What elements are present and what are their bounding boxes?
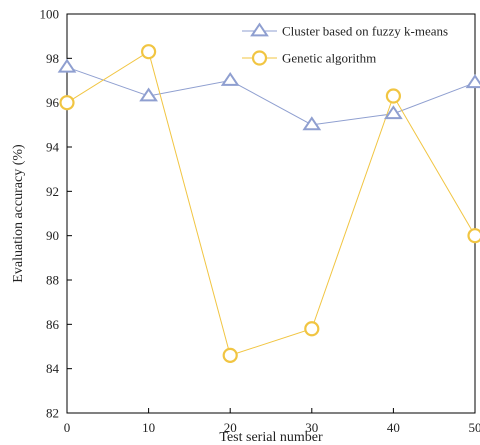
series-line-fuzzy-kmeans (66, 66, 476, 126)
data-point-fuzzy-kmeans (57, 58, 77, 73)
data-point-fuzzy-kmeans (139, 87, 158, 102)
data-point-fuzzy-kmeans (302, 116, 322, 131)
y-axis-label: Evaluation accuracy (%) (11, 144, 26, 283)
x-tick-label: 30 (305, 420, 318, 435)
data-point-genetic-algorithm (141, 44, 157, 60)
series-lines (66, 50, 476, 357)
y-tick-label: 84 (46, 361, 60, 376)
legend-marker-fuzzy-kmeans (250, 22, 269, 37)
y-tick-label: 98 (46, 51, 59, 66)
x-tick-label: 40 (387, 420, 400, 435)
x-tick-label: 50 (469, 420, 480, 435)
y-tick-label: 88 (46, 273, 59, 288)
data-point-fuzzy-kmeans (220, 71, 240, 86)
data-point-genetic-algorithm (304, 321, 320, 337)
data-point-genetic-algorithm (385, 88, 401, 104)
legend-marker-genetic-algorithm (251, 50, 268, 66)
y-tick-label: 90 (46, 228, 59, 243)
data-point-fuzzy-kmeans (465, 74, 480, 89)
y-tick-label: 86 (46, 317, 60, 332)
y-tick-label: 94 (46, 140, 60, 155)
y-tick-label: 92 (46, 184, 59, 199)
y-tick-label: 82 (46, 406, 59, 421)
y-tick-label: 96 (46, 95, 60, 110)
legend-label-genetic-algorithm: Genetic algorithm (282, 51, 376, 66)
x-axis-label: Test serial number (219, 430, 323, 445)
data-point-genetic-algorithm (467, 228, 480, 244)
data-point-genetic-algorithm (222, 347, 238, 363)
data-point-genetic-algorithm (59, 95, 75, 111)
plot-frame (66, 13, 476, 414)
x-tick-label: 20 (224, 420, 237, 435)
x-tick-label: 0 (64, 420, 71, 435)
y-tick-label: 100 (40, 7, 60, 22)
series-markers (57, 44, 480, 363)
data-point-fuzzy-kmeans (384, 105, 403, 120)
legend: Cluster based on fuzzy k-means Genetic al… (242, 22, 448, 66)
axes: 82 84 86 88 90 92 94 96 98 100 0 10 20 30 40 50 Test ser… (11, 7, 480, 445)
x-tick-label: 10 (142, 420, 155, 435)
series-line-genetic-algorithm (66, 50, 476, 357)
legend-label-fuzzy-kmeans: Cluster based on fuzzy k-means (282, 24, 448, 39)
